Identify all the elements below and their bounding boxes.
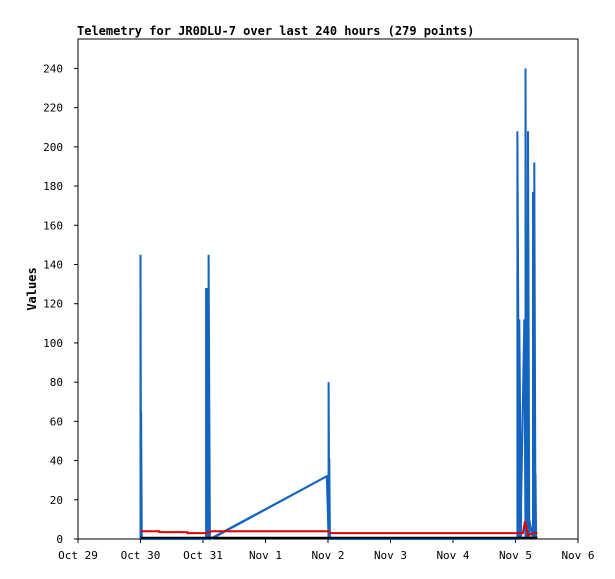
x-tick-label: Oct 29 (58, 549, 98, 562)
y-tick-label: 40 (50, 455, 63, 468)
x-tick-label: Nov 2 (311, 549, 344, 562)
x-tick-label: Nov 1 (249, 549, 282, 562)
series-segment-0 (210, 475, 328, 540)
y-tick-label: 100 (43, 337, 63, 350)
y-axis-label: Values (25, 267, 39, 310)
series-line-0 (139, 68, 538, 541)
x-tick-label: Oct 30 (121, 549, 161, 562)
x-axis: Oct 29 Oct 30 Oct 31 Nov 1 Nov 2 Nov 3 Nov 4 No… (58, 539, 595, 562)
y-tick-label: 80 (50, 376, 63, 389)
y-tick-label: 120 (43, 298, 63, 311)
x-tick-label: Nov 3 (374, 549, 407, 562)
x-tick-label: Nov 6 (561, 549, 594, 562)
y-tick-label: 240 (43, 62, 63, 75)
y-tick-label: 220 (43, 102, 63, 115)
y-tick-label: 20 (50, 494, 63, 507)
y-tick-label: 200 (43, 141, 63, 154)
series-line-1 (140, 521, 538, 537)
y-tick-label: 60 (50, 415, 63, 428)
chart-title: Telemetry for JR0DLU-7 over last 240 hou… (77, 24, 474, 38)
y-tick-label: 160 (43, 219, 63, 232)
series-layer (139, 68, 538, 541)
y-axis: 0 20 40 60 80 100 120 140 160 180 200 220 240 (43, 62, 78, 546)
x-tick-label: Oct 31 (183, 549, 223, 562)
x-tick-label: Nov 4 (436, 549, 469, 562)
y-tick-label: 140 (43, 258, 63, 271)
y-tick-label: 0 (56, 533, 63, 546)
y-tick-label: 180 (43, 180, 63, 193)
x-tick-label: Nov 5 (499, 549, 532, 562)
